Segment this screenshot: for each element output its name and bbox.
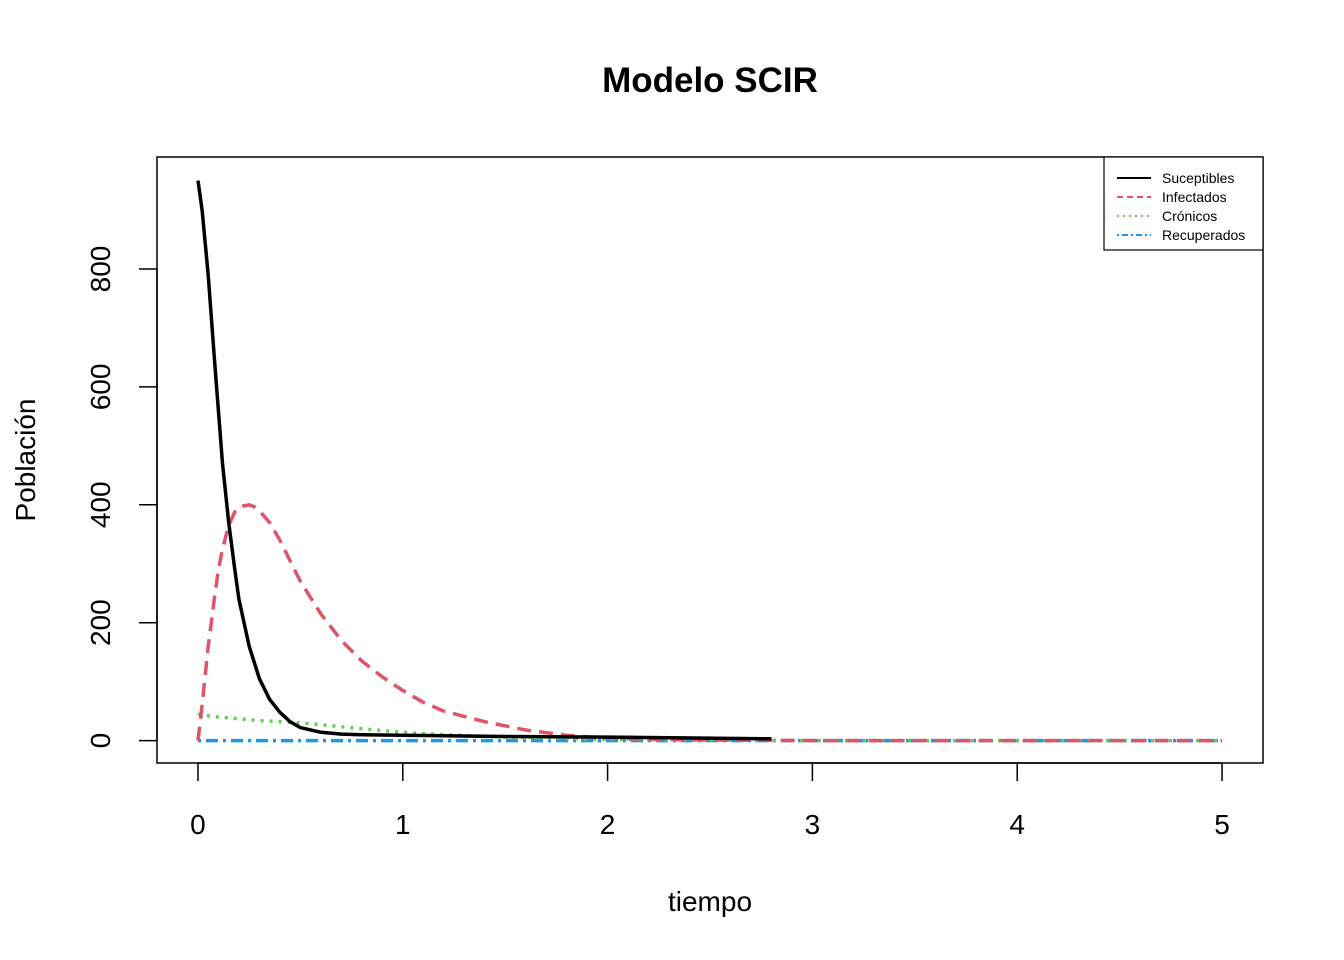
legend-label-recuperados: Recuperados (1162, 227, 1245, 243)
y-tick-label: 200 (85, 599, 116, 646)
chart-title: Modelo SCIR (602, 61, 818, 100)
legend-label-cronicos: Crónicos (1162, 208, 1217, 224)
x-axis-label: tiempo (668, 886, 752, 917)
x-tick-label: 2 (600, 809, 616, 840)
x-tick-label: 1 (395, 809, 411, 840)
series-line-cronicos (197, 712, 1222, 743)
y-axis: 0 200 400 600 800 (85, 246, 158, 749)
legend-label-suceptibles: Suceptibles (1162, 170, 1234, 186)
y-tick-label: 0 (85, 733, 116, 749)
series-line-infectados (196, 503, 1222, 743)
x-axis: 0 1 2 3 4 5 (190, 762, 1230, 840)
legend-box (1103, 156, 1264, 251)
x-tick-label: 0 (190, 809, 206, 840)
legend-label-infectados: Infectados (1162, 189, 1227, 205)
plot-box (156, 156, 1264, 764)
series-line-suceptibles (196, 180, 772, 741)
x-tick-label: 3 (805, 809, 821, 840)
x-tick-label: 5 (1214, 809, 1230, 840)
series-lines (196, 180, 1222, 743)
y-tick-label: 600 (85, 364, 116, 411)
legend: Suceptibles Infectados Crónicos Recuperados (1103, 156, 1264, 251)
y-axis-label: Población (10, 399, 41, 522)
y-tick-label: 400 (85, 481, 116, 528)
x-tick-label: 4 (1009, 809, 1025, 840)
y-tick-label: 800 (85, 246, 116, 293)
